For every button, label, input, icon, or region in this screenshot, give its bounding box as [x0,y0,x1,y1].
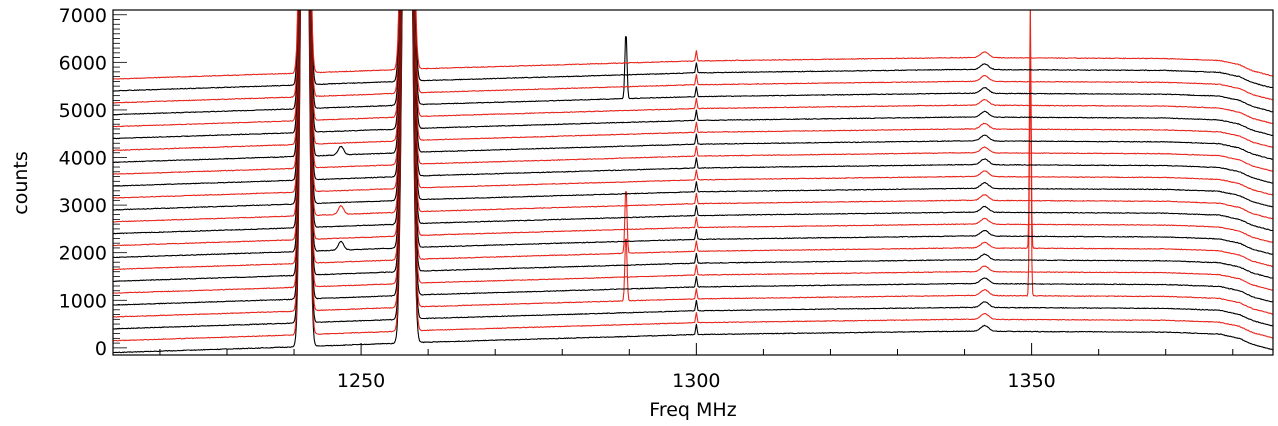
spectrum-trace [113,10,1273,152]
y-tick-label: 4000 [59,148,107,170]
y-tick-label: 6000 [59,52,107,74]
y-tick-label: 3000 [59,195,107,217]
x-tick-label: 1250 [337,370,385,392]
spectrum-trace [113,10,1273,306]
spectrum-trace [113,10,1273,187]
spectrum-trace [113,10,1273,294]
spectrum-trace [113,10,1273,211]
spectrum-trace [113,10,1273,199]
spectrum-trace [113,10,1273,247]
spectrum-trace [113,10,1273,104]
y-tick-label: 5000 [59,100,107,122]
spectrum-trace [113,10,1273,92]
y-tick-label: 0 [95,338,107,360]
x-axis: 1250 1300 1350 [159,343,1234,392]
plot-frame [112,9,1274,356]
spectrum-trace [113,10,1273,283]
x-axis-label: Freq MHz [649,399,736,421]
y-axis-label: counts [10,151,32,215]
spectrum-trace [113,10,1273,342]
y-tick-label: 2000 [59,243,107,265]
spectrum-trace [113,10,1273,271]
spectrum-trace [113,10,1273,116]
y-tick-label: 1000 [59,290,107,312]
spectrum-trace [113,10,1273,259]
spectrum-trace [113,10,1273,163]
spectrum-trace [113,10,1273,318]
spectrum-trace [113,10,1273,235]
y-tick-label: 7000 [59,5,107,27]
spectrum-trace [113,10,1273,354]
spectrum-trace [113,10,1273,223]
x-tick-label: 1300 [672,370,720,392]
spectrum-trace [113,10,1273,330]
spectrum-trace [113,10,1273,175]
spectrum-trace [113,10,1273,80]
spectrum-trace [113,10,1273,140]
spectra-traces [113,10,1273,354]
x-tick-label: 1350 [1007,370,1055,392]
y-axis: 0 1000 2000 3000 4000 5000 6000 7000 [59,5,127,360]
spectrum-trace [113,10,1273,128]
